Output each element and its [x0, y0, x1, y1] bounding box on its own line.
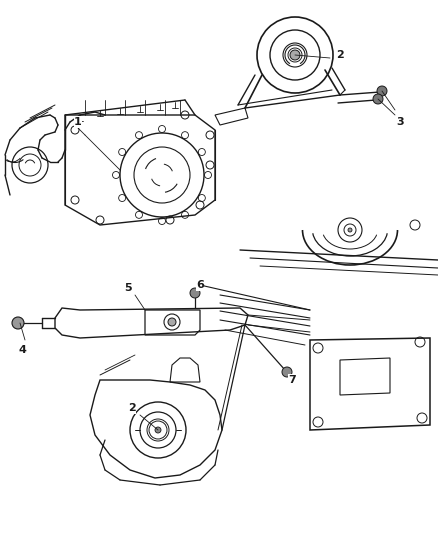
Text: 3: 3 — [396, 117, 404, 127]
Circle shape — [373, 94, 383, 104]
Text: 2: 2 — [128, 403, 136, 413]
Circle shape — [377, 86, 387, 96]
Circle shape — [155, 427, 161, 433]
Text: 5: 5 — [124, 283, 132, 293]
Text: 2: 2 — [336, 50, 344, 60]
Circle shape — [282, 367, 292, 377]
Circle shape — [290, 50, 300, 60]
Circle shape — [168, 318, 176, 326]
Text: 7: 7 — [288, 375, 296, 385]
Circle shape — [190, 288, 200, 298]
Circle shape — [12, 317, 24, 329]
Circle shape — [348, 228, 352, 232]
Text: 6: 6 — [196, 280, 204, 290]
Text: 4: 4 — [18, 345, 26, 355]
Text: 1: 1 — [74, 117, 82, 127]
